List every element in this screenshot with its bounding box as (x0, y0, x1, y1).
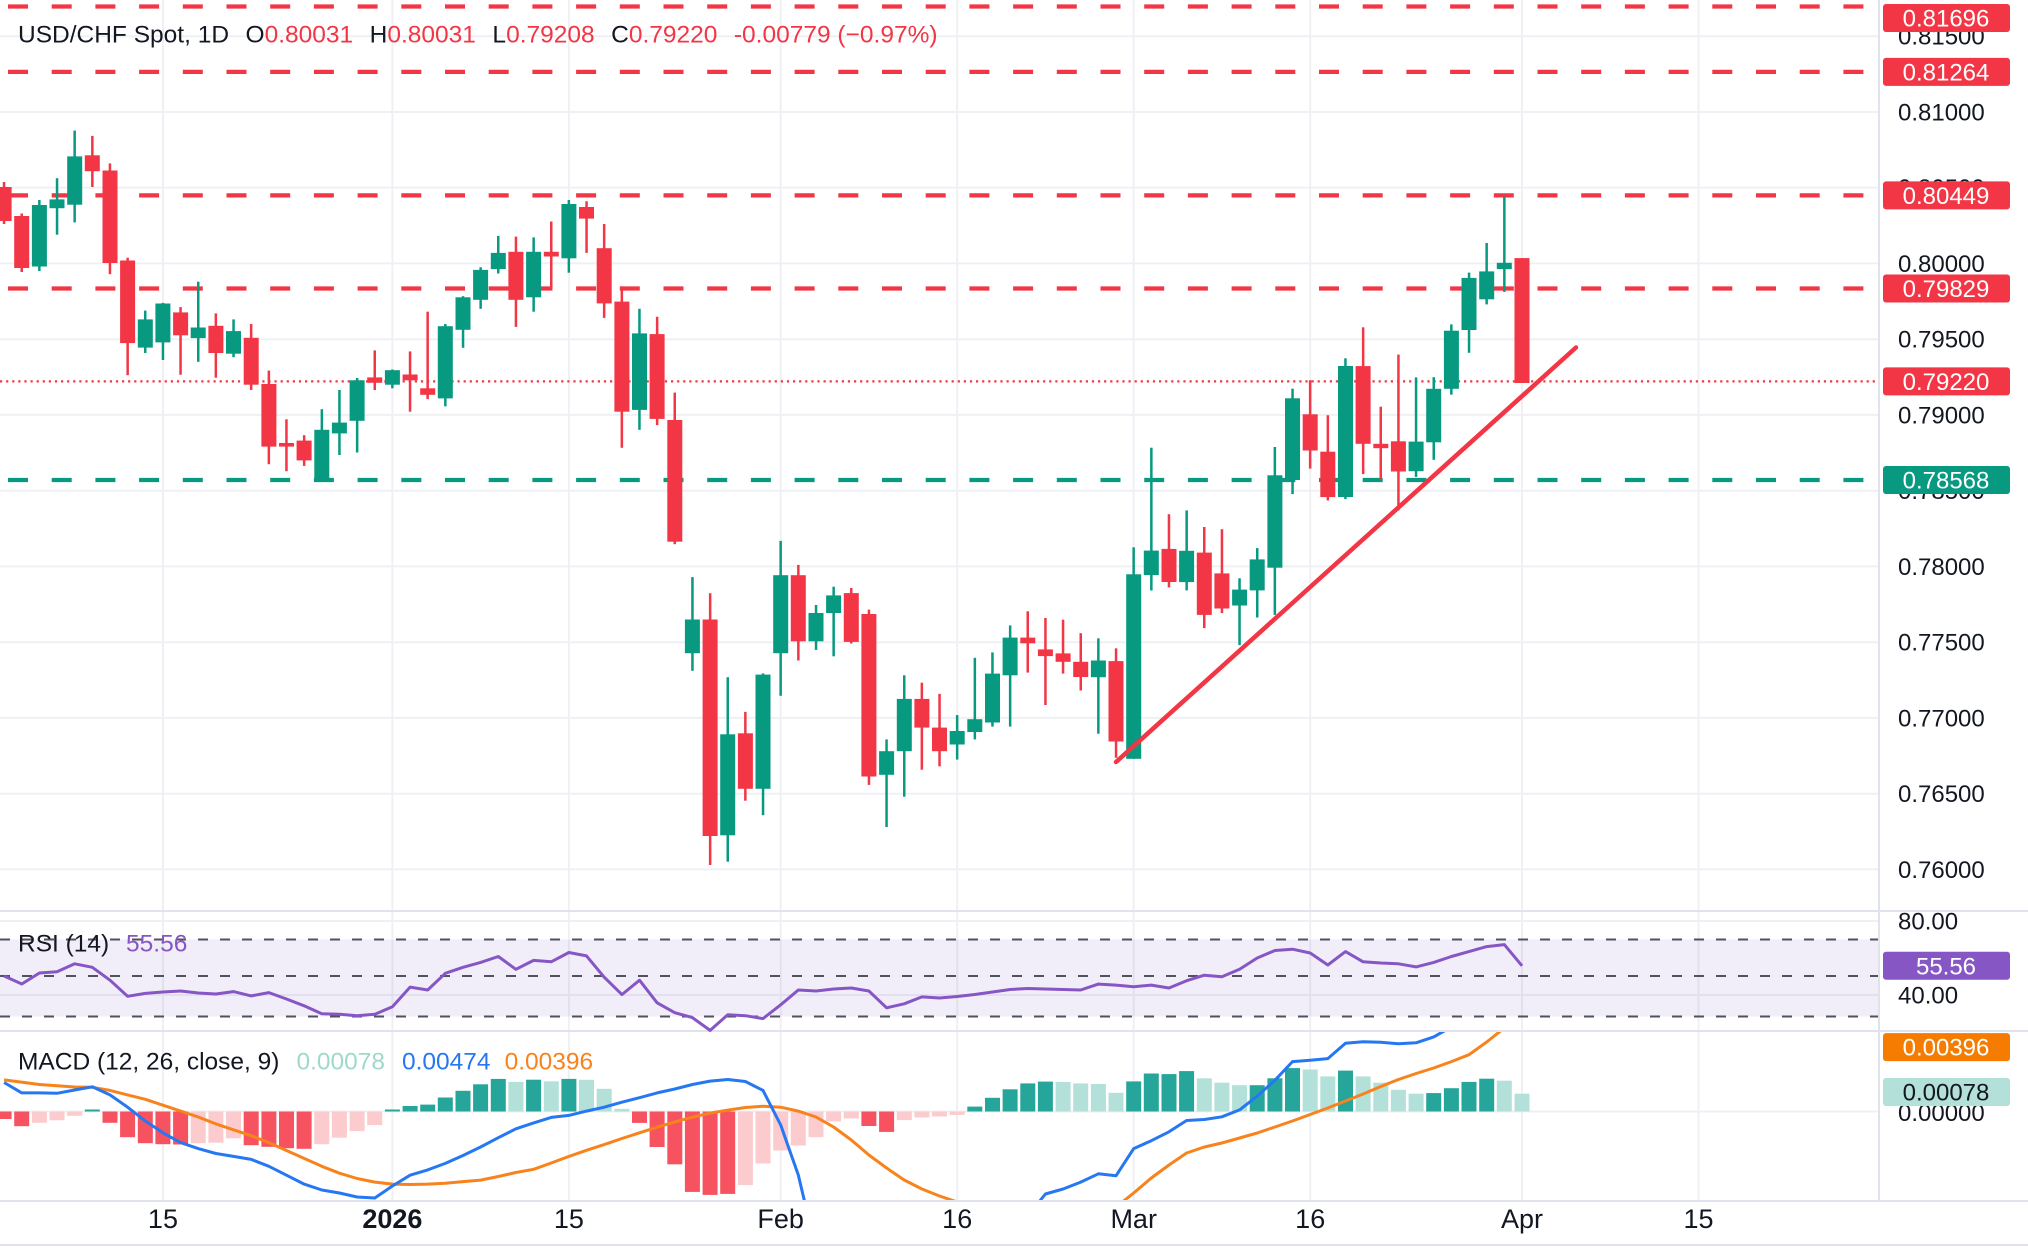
svg-text:0.80000: 0.80000 (1898, 251, 1985, 278)
svg-text:16: 16 (942, 1204, 972, 1234)
svg-text:0.79000: 0.79000 (1898, 402, 1985, 429)
svg-text:0.78000: 0.78000 (1898, 554, 1985, 581)
svg-text:0.78568: 0.78568 (1903, 468, 1990, 495)
svg-text:2026: 2026 (362, 1204, 422, 1234)
svg-text:0.00078: 0.00078 (1903, 1080, 1990, 1107)
svg-text:0.79220: 0.79220 (1903, 369, 1990, 396)
svg-text:16: 16 (1295, 1204, 1325, 1234)
svg-text:0.76000: 0.76000 (1898, 857, 1985, 884)
svg-text:15: 15 (1683, 1204, 1713, 1234)
svg-text:40.00: 40.00 (1898, 983, 1958, 1010)
svg-text:0.76500: 0.76500 (1898, 781, 1985, 808)
svg-text:RSI (14) 55.56: RSI (14) 55.56 (18, 931, 187, 958)
svg-text:15: 15 (148, 1204, 178, 1234)
svg-text:55.56: 55.56 (1916, 953, 1976, 980)
svg-text:0.81000: 0.81000 (1898, 100, 1985, 127)
svg-text:0.79829: 0.79829 (1903, 276, 1990, 303)
svg-text:0.00396: 0.00396 (1903, 1035, 1990, 1062)
svg-text:0.81696: 0.81696 (1903, 6, 1990, 33)
svg-text:Feb: Feb (757, 1204, 804, 1234)
svg-text:Apr: Apr (1501, 1204, 1543, 1234)
svg-text:MACD (12, 26, close, 9)0.00078: MACD (12, 26, close, 9) 0.00078 0.00474 0.0… (18, 1048, 593, 1075)
svg-text:0.81264: 0.81264 (1903, 59, 1990, 86)
svg-text:80.00: 80.00 (1898, 909, 1958, 936)
svg-text:0.77500: 0.77500 (1898, 630, 1985, 657)
svg-text:0.77000: 0.77000 (1898, 705, 1985, 732)
svg-text:0.79500: 0.79500 (1898, 327, 1985, 354)
svg-text:15: 15 (554, 1204, 584, 1234)
svg-text:0.80449: 0.80449 (1903, 183, 1990, 210)
svg-text:Mar: Mar (1110, 1204, 1157, 1234)
